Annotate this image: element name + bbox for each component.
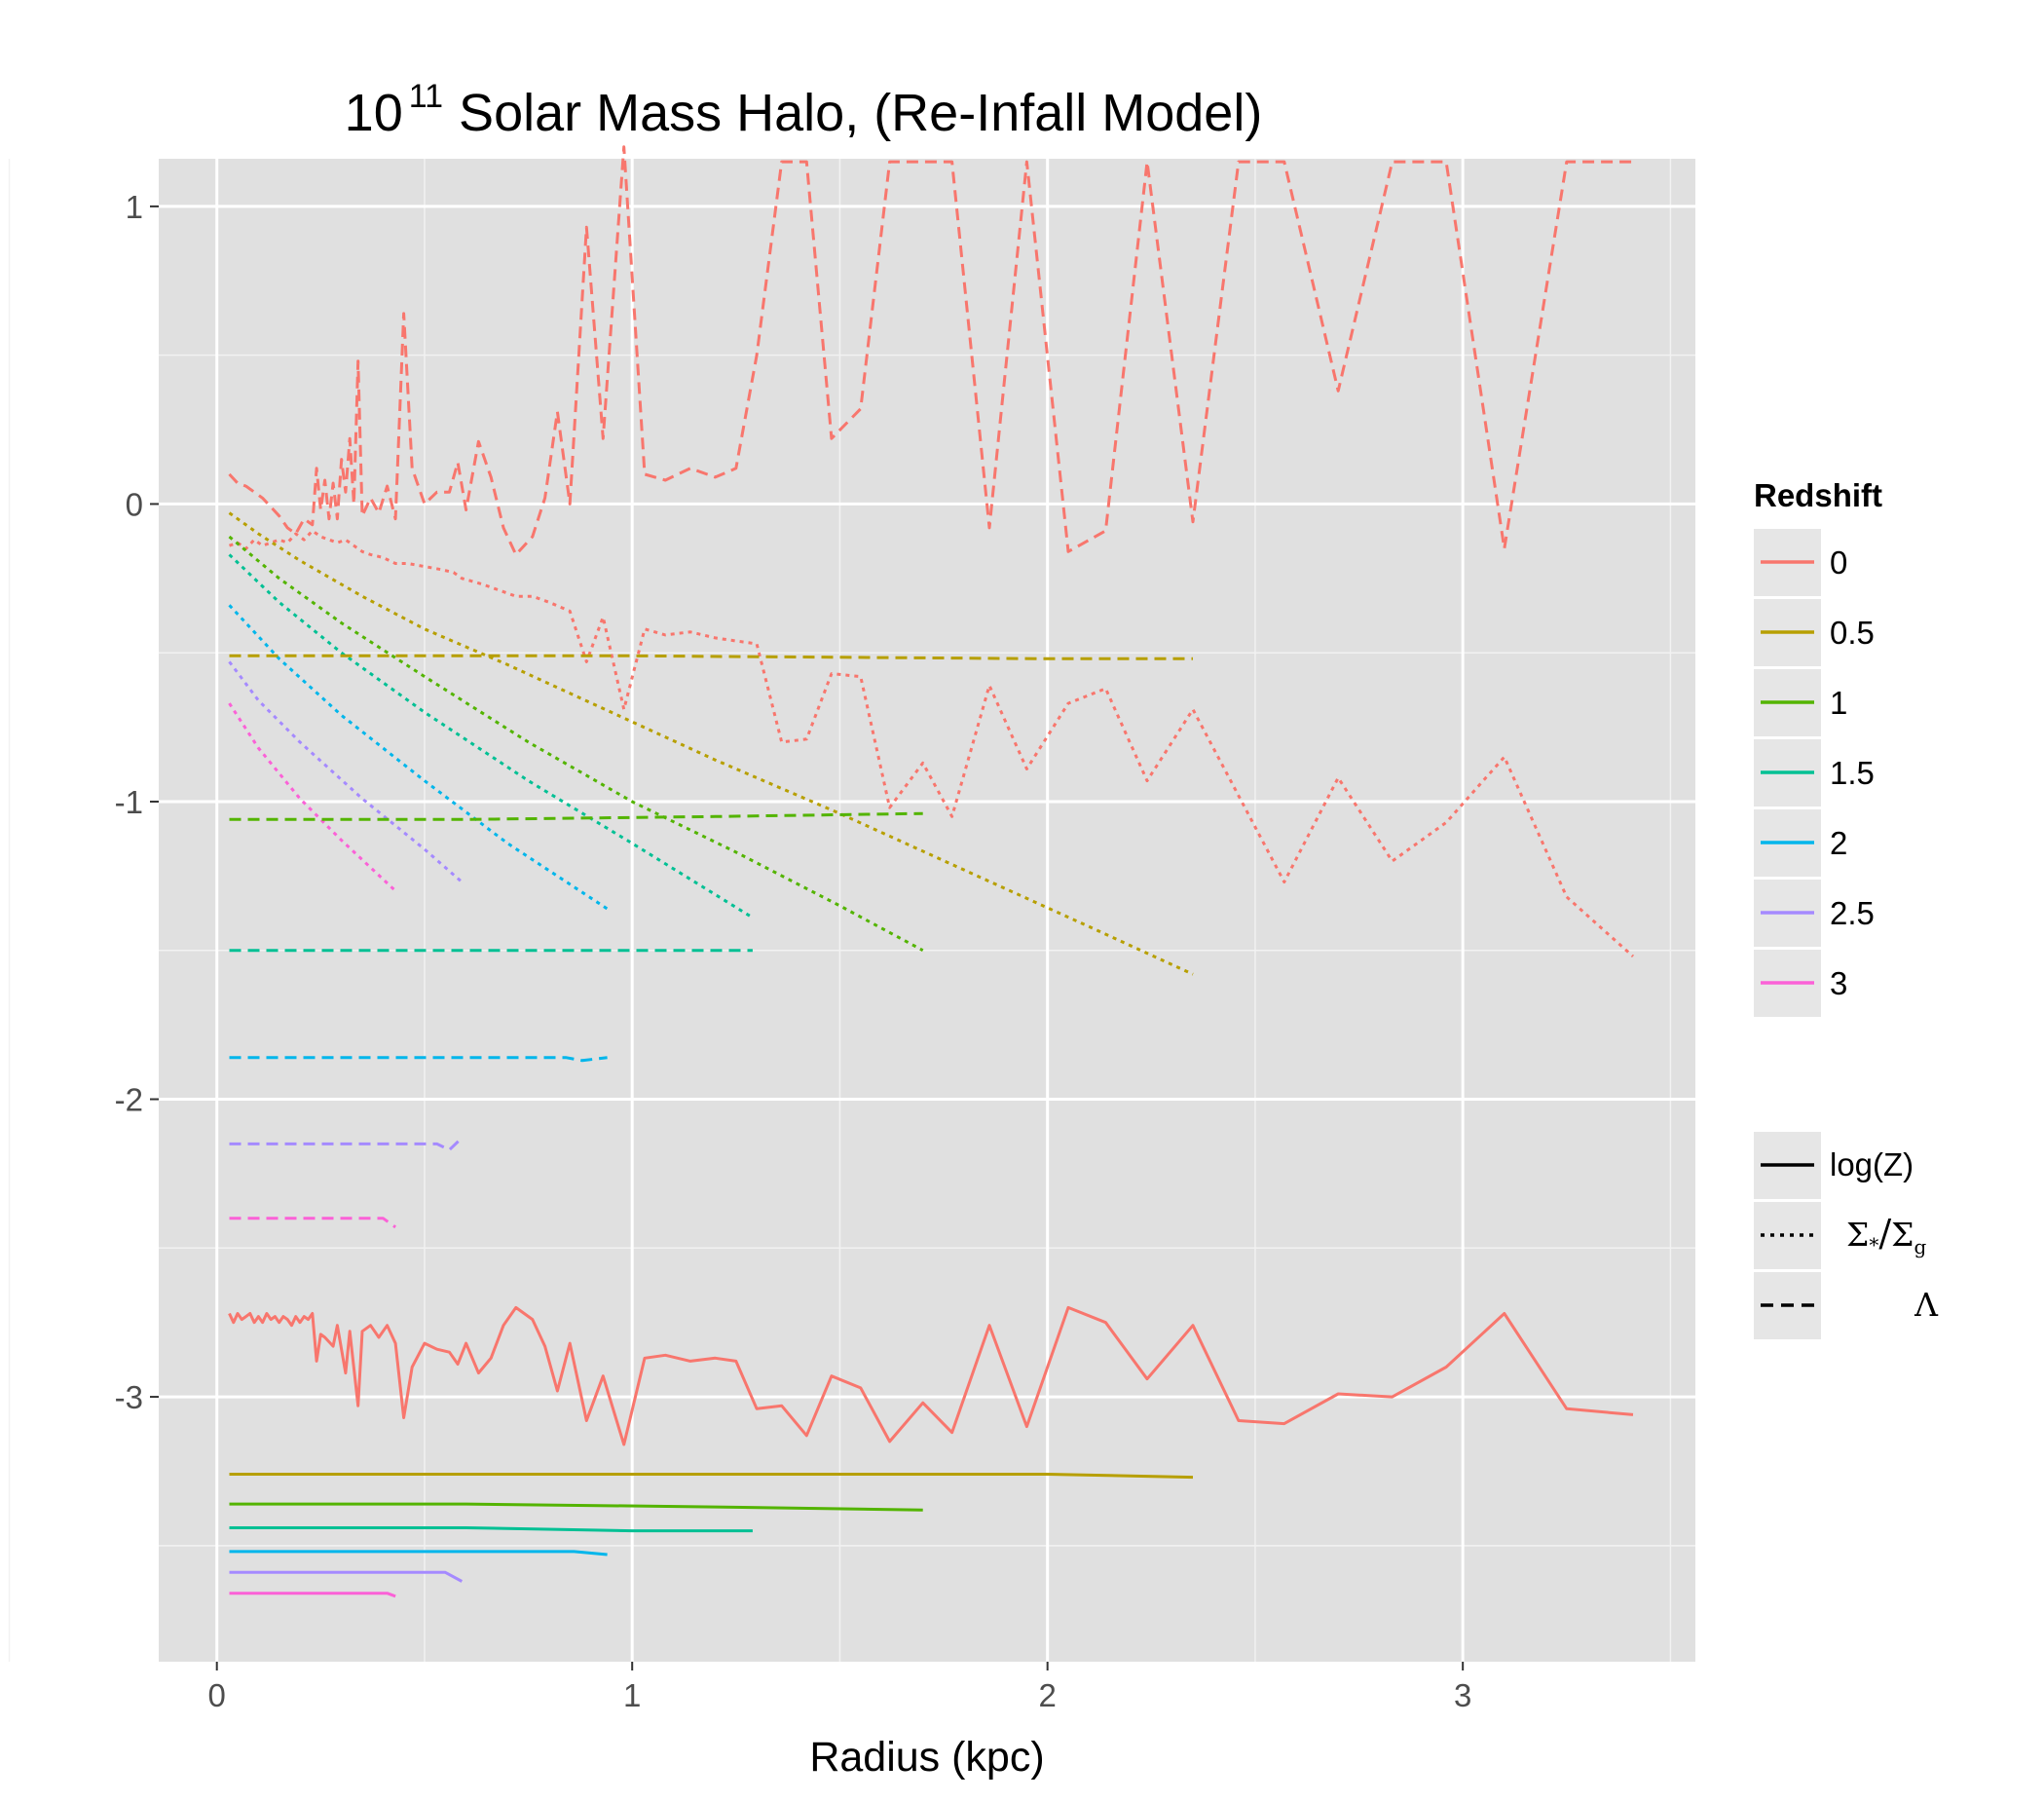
- x-tick-label: 2: [1039, 1677, 1057, 1713]
- series-line-z2-solid: [229, 1550, 608, 1557]
- title-exponent: 11: [409, 78, 443, 115]
- series-line-z2_5-dashed: [229, 1137, 464, 1151]
- legend-color-label: 3: [1830, 965, 1847, 1001]
- legend-label-sigma-ratio: Σ*/Σg: [1846, 1212, 1927, 1258]
- legend-color-title: Redshift: [1754, 477, 1882, 513]
- legend-color-label: 2: [1830, 825, 1847, 861]
- legend-color-label: 1.5: [1830, 755, 1875, 791]
- y-axis: 1 0 -1 -2 -3: [115, 189, 159, 1415]
- legend-label-lambda: Λ: [1914, 1286, 1939, 1324]
- legend-color-label: 0.5: [1830, 615, 1875, 651]
- series-line-z0_5-dashed: [229, 654, 1193, 660]
- minor-gridlines: [8, 159, 1695, 1662]
- major-gridlines: [159, 159, 1695, 1662]
- x-tick-label: 1: [623, 1677, 641, 1713]
- sigma-g-subscript: g: [1914, 1235, 1927, 1258]
- y-tick-label: 1: [126, 189, 143, 225]
- series-line-z1-solid: [229, 1502, 923, 1512]
- x-axis: 0 1 2 3: [208, 1662, 1471, 1713]
- legend: Redshift 00.511.522.53 log(Z) Σ*/Σg Λ: [1754, 477, 1939, 1339]
- x-tick-label: 3: [1454, 1677, 1471, 1713]
- y-tick-label: -3: [115, 1379, 143, 1415]
- y-tick-label: -1: [115, 784, 143, 820]
- series-line-z0-dotted: [229, 529, 1635, 958]
- title-base: 10: [345, 84, 403, 142]
- legend-color-label: 2.5: [1830, 895, 1875, 931]
- sigma-g: Σ: [1891, 1216, 1914, 1254]
- sigma-star: Σ: [1846, 1216, 1869, 1254]
- legend-linetype-entries: log(Z) Σ*/Σg Λ: [1754, 1132, 1939, 1339]
- series-line-z2-dotted: [228, 604, 609, 911]
- series-line-z0-dashed: [228, 145, 1633, 556]
- y-tick-label: 0: [126, 486, 143, 522]
- series-line-z3-dotted: [228, 702, 397, 892]
- series-line-z2-dashed: [229, 1056, 608, 1063]
- series-line-z3-solid: [229, 1592, 396, 1598]
- legend-color-label: 0: [1830, 544, 1847, 581]
- legend-color-label: 1: [1830, 685, 1847, 721]
- x-tick-label: 0: [208, 1677, 226, 1713]
- title-rest: Solar Mass Halo, (Re-Infall Model): [459, 84, 1262, 142]
- series-line-z3-dashed: [229, 1217, 396, 1229]
- chart-title: 10 11 Solar Mass Halo, (Re-Infall Model): [345, 78, 1263, 142]
- series-line-z0_5-solid: [229, 1473, 1194, 1480]
- series-line-z1_5-solid: [229, 1526, 753, 1533]
- plot-panel: [159, 159, 1695, 1662]
- x-axis-label: Radius (kpc): [809, 1734, 1044, 1781]
- series-line-z1-dashed: [229, 811, 923, 821]
- sigma-star-subscript: *: [1869, 1233, 1878, 1257]
- series-line-z0_5-dotted: [228, 511, 1194, 976]
- series-line-z1-dotted: [228, 535, 924, 953]
- series-layer: [228, 145, 1635, 1598]
- series-line-z2_5-dotted: [228, 660, 464, 883]
- series-line-z0-solid: [228, 1305, 1634, 1446]
- y-tick-label: -2: [115, 1082, 143, 1118]
- ratio-slash: /: [1878, 1212, 1891, 1255]
- legend-label-logz: log(Z): [1830, 1146, 1914, 1182]
- series-line-z2_5-solid: [229, 1570, 464, 1583]
- legend-color-entries: 0 0.5 1 1.5 2 2.5 3: [1754, 529, 1875, 1017]
